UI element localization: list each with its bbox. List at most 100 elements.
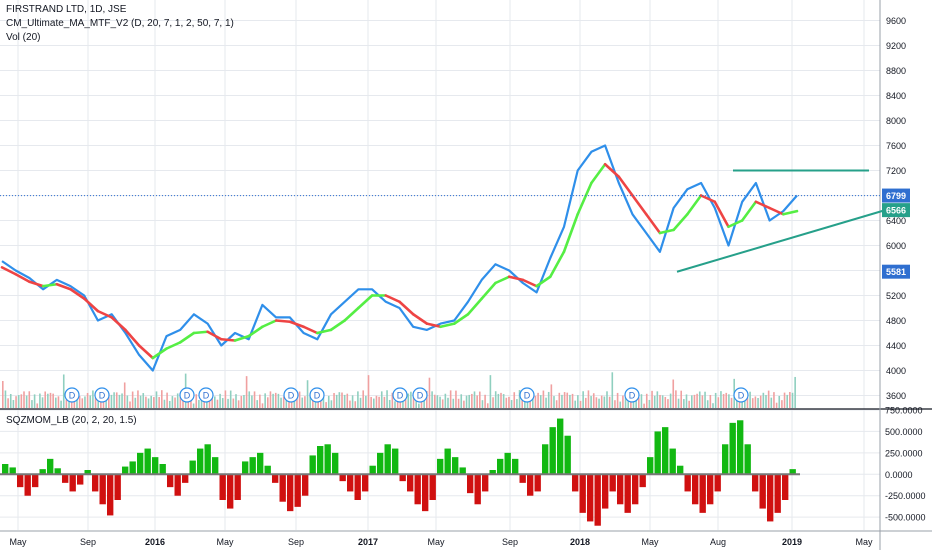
moving-average-segment[interactable] [55,282,72,291]
moving-average-segment[interactable] [110,316,127,332]
moving-average-segment[interactable] [82,297,100,313]
moving-average-segment[interactable] [261,319,278,329]
moving-average-segment[interactable] [165,341,182,350]
moving-average-segment[interactable] [453,312,470,325]
oscillator-bar [369,465,376,475]
moving-average-segment[interactable] [480,281,497,300]
moving-average-segment[interactable] [658,228,675,235]
moving-average-segment[interactable] [398,300,415,316]
moving-average-segment[interactable] [220,337,237,342]
moving-average-segment[interactable] [768,206,785,216]
moving-average-segment[interactable] [28,280,45,288]
volume-bar [325,402,327,408]
oscillator-bar [737,420,744,475]
volume-bar [656,391,659,408]
dividend-marker[interactable] [309,387,325,403]
moving-average-segment[interactable] [425,322,442,329]
moving-average-segment[interactable] [590,162,607,185]
volume-bar [179,392,182,408]
moving-average-segment[interactable] [151,347,168,360]
support-trendline[interactable] [676,208,887,273]
moving-average-segment[interactable] [357,294,374,310]
moving-average-segment[interactable] [548,250,566,279]
time-axis-label: May [427,537,445,547]
oscillator-bar [174,474,181,496]
moving-average-segment[interactable] [699,194,717,204]
price-badge[interactable] [882,188,910,203]
moving-average-segment[interactable] [302,325,319,335]
moving-average-segment[interactable] [69,287,86,300]
moving-average-segment[interactable] [247,325,264,338]
volume-bar [680,390,682,408]
moving-average-segment[interactable] [740,200,758,222]
moving-average-segment[interactable] [727,219,744,229]
volume-bar [338,392,341,408]
moving-average-segment[interactable] [686,194,703,216]
dividend-marker[interactable] [519,387,535,403]
moving-average-segment[interactable] [713,200,730,229]
moving-average-segment[interactable] [206,330,223,341]
dividend-marker[interactable] [392,387,408,403]
dividend-marker[interactable] [624,387,640,403]
dividend-label: D [629,391,636,401]
oscillator-legend[interactable]: SQZMOM_LB (20, 2, 20, 1.5) [6,415,137,426]
moving-average-segment[interactable] [329,319,346,332]
volume-bar [211,395,213,408]
dividend-marker[interactable] [283,387,299,403]
dividend-marker[interactable] [64,387,80,403]
price-badge[interactable] [882,264,910,279]
price-axis-label: 8800 [886,66,906,76]
ma-indicator-legend[interactable]: CM_Ultimate_MA_MTF_V2 (D, 20, 7, 1, 2, 5… [6,18,234,29]
moving-average-segment[interactable] [411,312,429,325]
moving-average-segment[interactable] [494,275,511,285]
dividend-marker[interactable] [94,387,110,403]
dividend-marker[interactable] [179,387,195,403]
moving-average-segment[interactable] [535,275,552,288]
volume-bar [333,393,335,408]
moving-average-segment[interactable] [288,320,305,329]
moving-average-segment[interactable] [439,322,456,329]
volume-bar [486,403,489,408]
moving-average-segment[interactable] [672,212,689,232]
moving-average-segment[interactable] [603,162,621,179]
moving-average-segment[interactable] [315,328,333,335]
volume-bar [423,399,425,408]
moving-average-segment[interactable] [178,331,196,344]
moving-average-segment[interactable] [754,200,771,210]
moving-average-segment[interactable] [137,344,155,360]
dividend-marker[interactable] [412,387,428,403]
moving-average-segment[interactable] [0,266,18,276]
moving-average-segment[interactable] [233,334,251,342]
moving-average-segment[interactable] [781,209,799,216]
moving-average-segment[interactable] [576,181,593,216]
moving-average-segment[interactable] [274,319,292,324]
moving-average-segment[interactable] [631,194,648,216]
moving-average-segment[interactable] [192,330,209,335]
moving-average-segment[interactable] [562,212,579,254]
dividend-marker[interactable] [733,387,749,403]
oscillator-bar [774,474,781,513]
price-line[interactable] [1,144,798,372]
oscillator-bar [77,474,84,485]
moving-average-segment[interactable] [124,328,141,347]
moving-average-segment[interactable] [14,272,31,284]
symbol-legend[interactable]: FIRSTRAND LTD, 1D, JSE [6,4,127,15]
moving-average-segment[interactable] [644,212,662,235]
price-badge[interactable] [882,203,910,218]
volume-bar [304,396,306,408]
volume-bar [786,394,788,408]
dividend-marker[interactable] [198,387,214,403]
moving-average-segment[interactable] [617,175,634,197]
volume-bar [463,400,465,408]
volume-legend[interactable]: Vol (20) [6,32,41,43]
moving-average-segment[interactable] [96,309,113,319]
moving-average-segment[interactable] [343,306,360,322]
moving-average-segment[interactable] [466,297,484,316]
volume-bar [582,391,584,408]
moving-average-segment[interactable] [507,275,525,282]
moving-average-segment[interactable] [384,294,401,304]
moving-average-segment[interactable] [41,282,59,288]
volume-bar [110,394,113,408]
moving-average-segment[interactable] [521,278,538,288]
